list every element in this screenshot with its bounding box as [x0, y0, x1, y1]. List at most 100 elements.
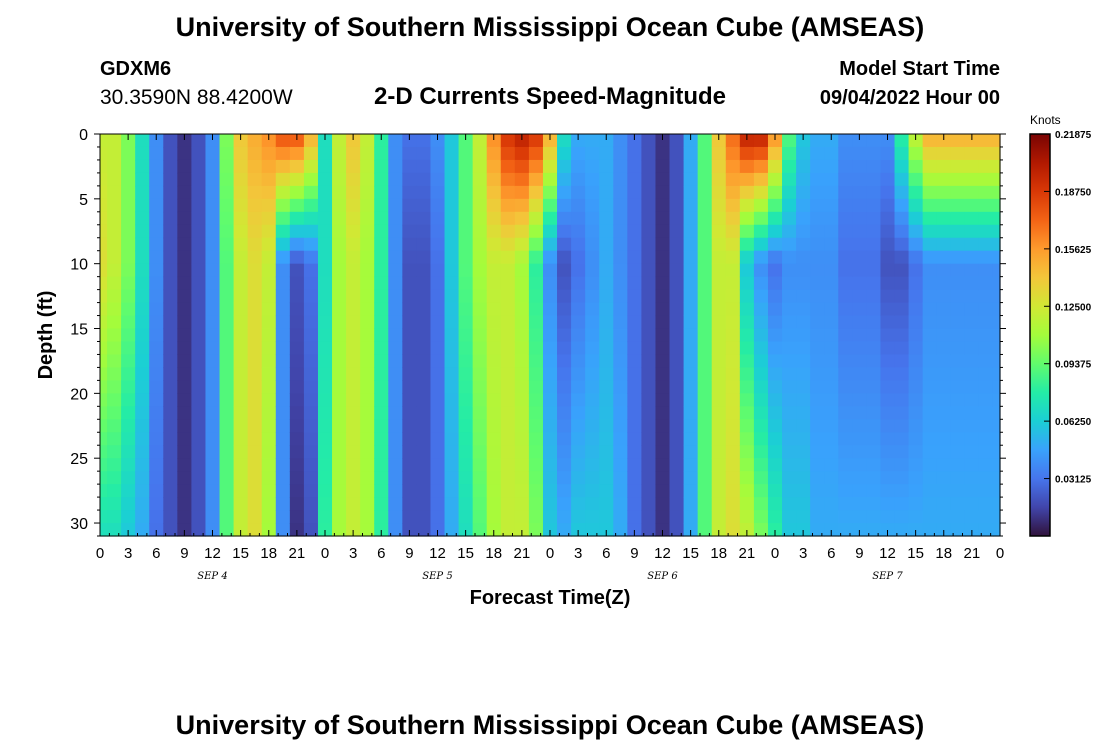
- heatmap-cell: [950, 419, 966, 433]
- heatmap-cell: [810, 198, 825, 213]
- heatmap-cell: [542, 315, 558, 330]
- heatmap-cell: [514, 354, 530, 369]
- heatmap-cell: [275, 367, 291, 381]
- heatmap-cell: [894, 302, 910, 317]
- heatmap-cell: [205, 198, 221, 213]
- heatmap-cell: [571, 380, 586, 394]
- heatmap-cell: [346, 393, 361, 407]
- heatmap-cell: [767, 134, 783, 148]
- heatmap-cell: [261, 523, 277, 537]
- heatmap-cell: [472, 250, 488, 265]
- heatmap-cell: [613, 224, 628, 239]
- heatmap-cell: [135, 354, 150, 369]
- heatmap-cell: [936, 419, 952, 433]
- heatmap-cell: [219, 237, 235, 252]
- heatmap-cell: [247, 341, 263, 356]
- heatmap-cell: [655, 198, 671, 213]
- heatmap-cell: [332, 159, 347, 174]
- heatmap-cell: [100, 523, 108, 537]
- heatmap-cell: [964, 289, 980, 304]
- heatmap-cell: [739, 354, 755, 369]
- heatmap-cell: [908, 263, 924, 278]
- heatmap-cell: [936, 315, 952, 330]
- heatmap-cell: [205, 341, 221, 356]
- heatmap-cell: [261, 250, 277, 265]
- heatmap-cell: [121, 289, 136, 304]
- heatmap-cell: [416, 510, 432, 524]
- heatmap-cell: [360, 211, 375, 226]
- heatmap-cell: [866, 419, 882, 433]
- heatmap-cell: [486, 419, 502, 433]
- heatmap-cell: [978, 354, 994, 369]
- heatmap-cell: [163, 146, 178, 161]
- heatmap-cell: [374, 406, 389, 420]
- colorbar: [1029, 133, 1051, 537]
- footer-title: University of Southern Mississippi Ocean…: [176, 710, 925, 740]
- y-axis-title: Depth (ft): [35, 291, 57, 380]
- heatmap-cell: [557, 134, 572, 148]
- heatmap-cell: [317, 328, 333, 343]
- heatmap-cell: [992, 172, 1001, 187]
- heatmap-cell: [978, 237, 994, 252]
- heatmap-cell: [599, 159, 614, 174]
- heatmap-cell: [782, 134, 797, 148]
- heatmap-cell: [599, 211, 614, 226]
- heatmap-cell: [402, 315, 417, 330]
- heatmap-cell: [796, 354, 811, 369]
- heatmap-cell: [360, 523, 375, 537]
- heatmap-cell: [599, 406, 614, 420]
- heatmap-cell: [936, 523, 952, 537]
- heatmap-cell: [852, 185, 867, 200]
- heatmap-cell: [585, 250, 600, 265]
- heatmap-cell: [500, 172, 516, 187]
- heatmap-cell: [964, 276, 980, 291]
- heatmap-cell: [191, 250, 207, 265]
- heatmap-cell: [275, 471, 291, 485]
- heatmap-cell: [866, 354, 882, 369]
- heatmap-cell: [936, 484, 952, 498]
- heatmap-cell: [247, 458, 263, 472]
- heatmap-cell: [697, 328, 713, 343]
- heatmap-cell: [275, 432, 291, 446]
- heatmap-cell: [753, 328, 769, 343]
- heatmap-cell: [655, 380, 671, 394]
- heatmap-cell: [950, 289, 966, 304]
- heatmap-cell: [107, 289, 122, 304]
- heatmap-cell: [796, 237, 811, 252]
- heatmap-cell: [444, 458, 460, 472]
- heatmap-cell: [205, 432, 221, 446]
- heatmap-cell: [627, 134, 642, 148]
- heatmap-cell: [100, 445, 108, 459]
- heatmap-cell: [486, 380, 502, 394]
- heatmap-cell: [303, 367, 319, 381]
- heatmap-cell: [402, 289, 417, 304]
- heatmap-cell: [922, 146, 938, 161]
- heatmap-cell: [669, 432, 685, 446]
- heatmap-cell: [866, 224, 882, 239]
- heatmap-cell: [486, 445, 502, 459]
- heatmap-cell: [402, 237, 417, 252]
- heatmap-cell: [908, 198, 924, 213]
- heatmap-cell: [486, 497, 502, 511]
- x-tick-label: 0: [546, 545, 554, 562]
- heatmap-cell: [219, 211, 235, 226]
- heatmap-cell: [866, 289, 882, 304]
- heatmap-cell: [261, 458, 277, 472]
- heatmap-cell: [135, 445, 150, 459]
- heatmap-cell: [936, 263, 952, 278]
- heatmap-cell: [557, 276, 572, 291]
- colorbar-tick-label: 0.09375: [1055, 360, 1092, 371]
- heatmap-cell: [542, 211, 558, 226]
- heatmap-cell: [177, 302, 192, 317]
- heatmap-cell: [585, 354, 600, 369]
- heatmap-cell: [894, 276, 910, 291]
- heatmap-cell: [317, 523, 333, 537]
- heatmap-cell: [514, 432, 530, 446]
- heatmap-cell: [458, 237, 474, 252]
- heatmap-cell: [782, 445, 797, 459]
- heatmap-cell: [219, 315, 235, 330]
- heatmap-cell: [430, 146, 446, 161]
- heatmap-cell: [683, 289, 699, 304]
- heatmap-cell: [697, 172, 713, 187]
- heatmap-cell: [360, 289, 375, 304]
